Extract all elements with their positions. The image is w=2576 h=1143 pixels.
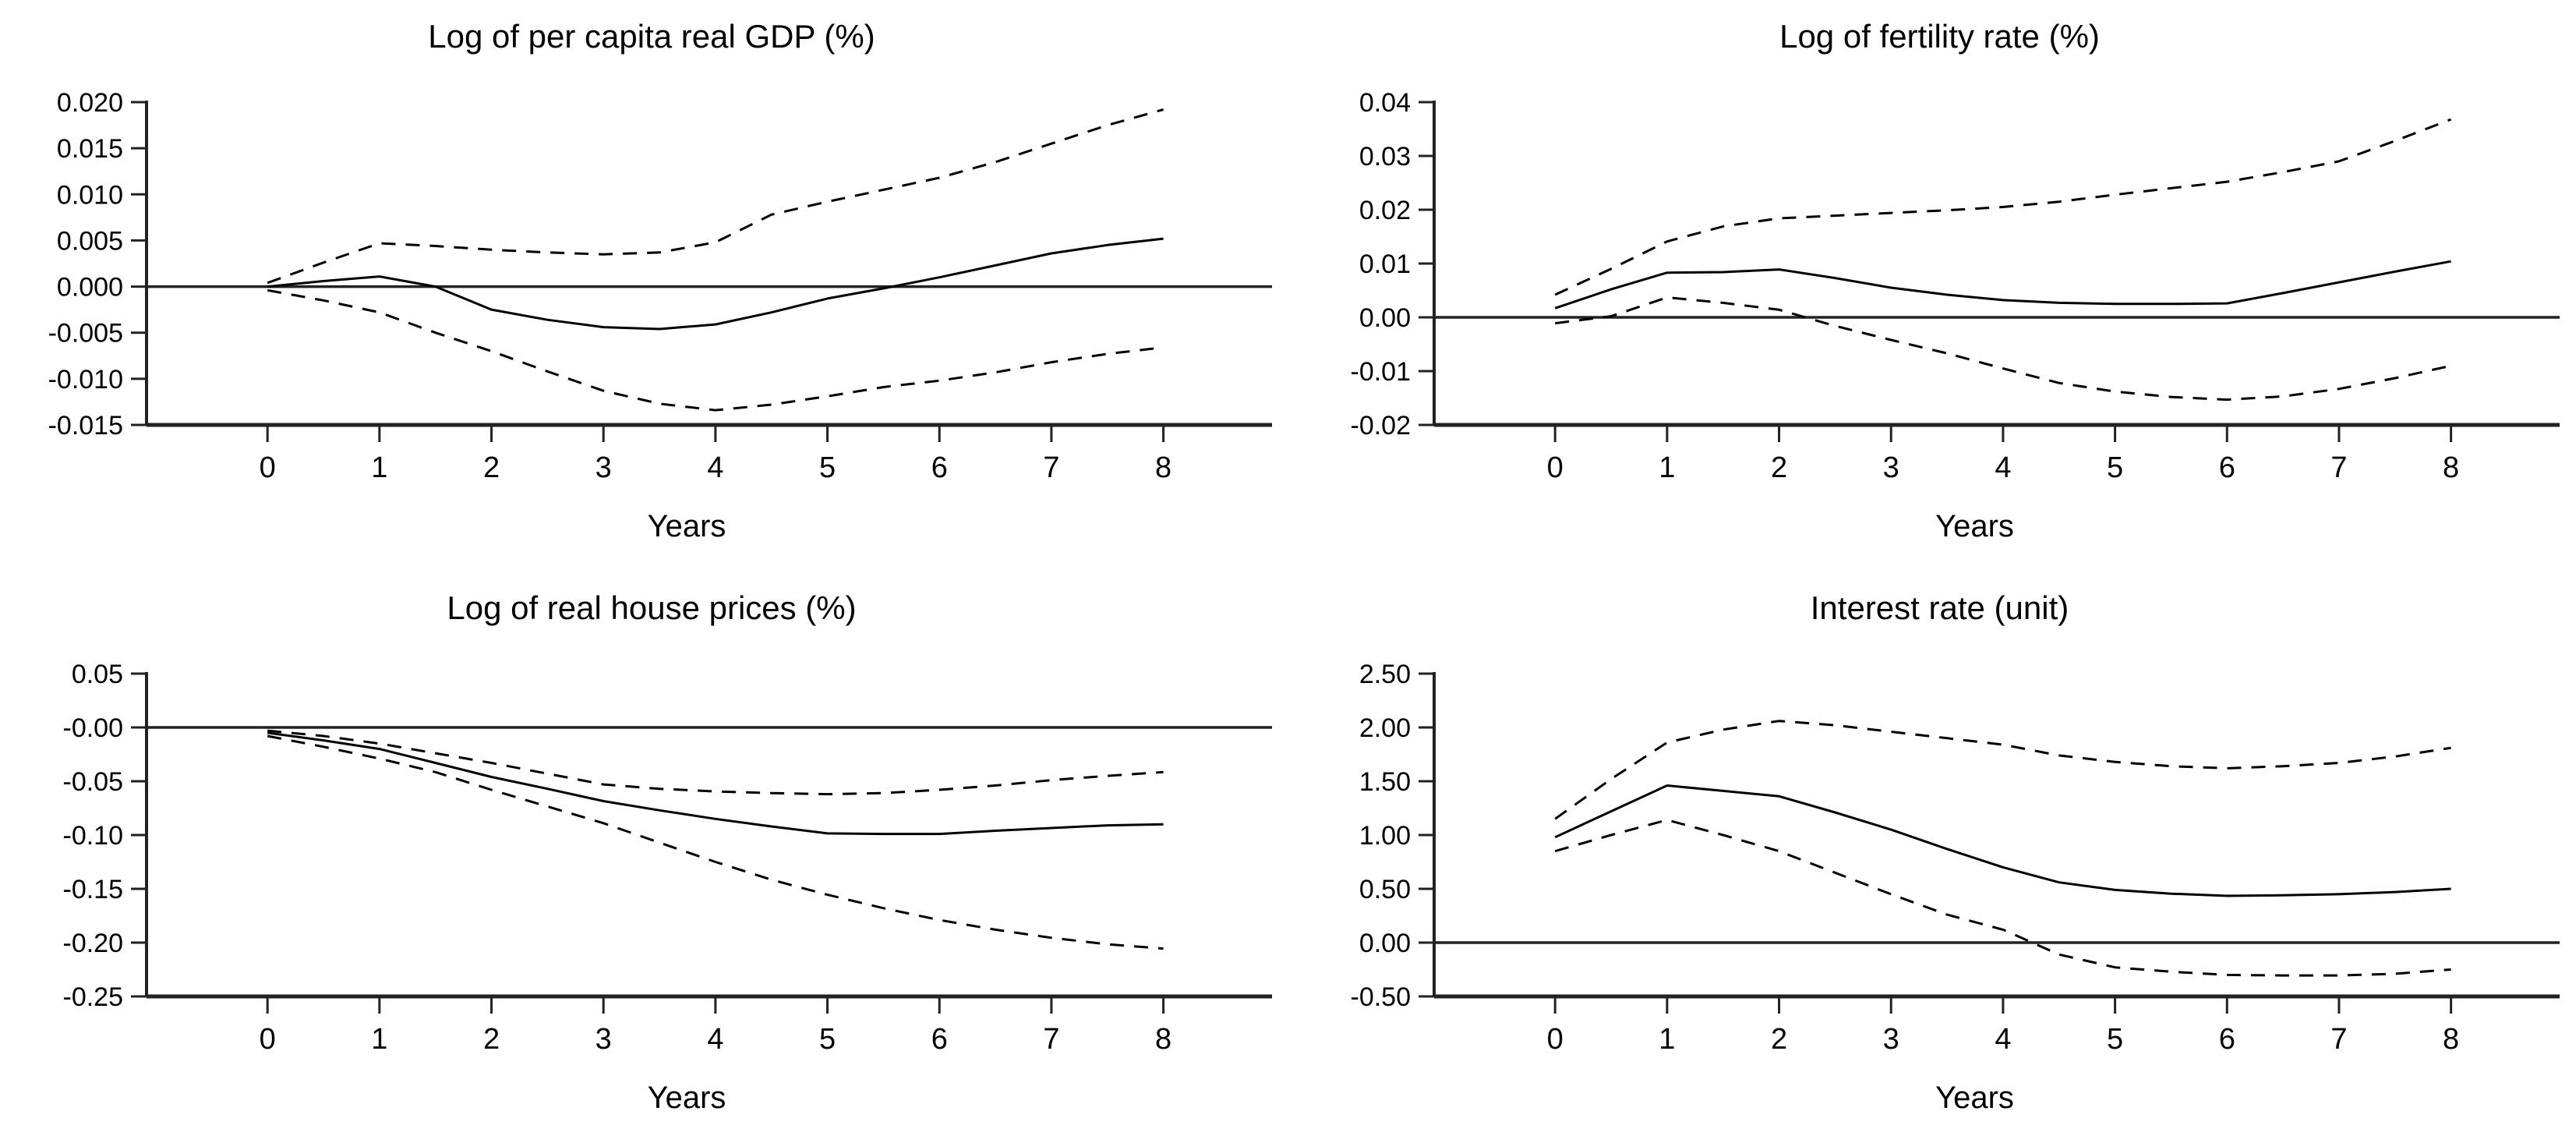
svg-text:-0.50: -0.50 (1351, 982, 1412, 1012)
interest-rate-plot: 2.50 2.00 1.50 1.00 0.50 0.00 -0.50 0 1 2 3 4 5 6 7 8 (1351, 660, 2560, 1056)
svg-text:0.01: 0.01 (1359, 249, 1411, 279)
svg-text:0: 0 (260, 1023, 276, 1056)
svg-text:5: 5 (2107, 451, 2123, 484)
svg-text:5: 5 (819, 1023, 836, 1056)
svg-text:3: 3 (595, 451, 612, 484)
svg-text:1: 1 (1659, 451, 1675, 484)
svg-text:0.00: 0.00 (1359, 303, 1411, 333)
panel-interest-rate: Interest rate (unit) 2.50 2.00 1.50 1.00 0.5… (1288, 572, 2576, 1143)
svg-text:2: 2 (483, 451, 500, 484)
svg-text:0.000: 0.000 (57, 273, 123, 303)
svg-text:1.50: 1.50 (1359, 767, 1411, 797)
svg-text:8: 8 (2443, 1023, 2459, 1056)
svg-text:-0.005: -0.005 (48, 319, 123, 349)
series-lower-band (267, 288, 1164, 412)
panel-title-interest-rate: Interest rate (unit) (1810, 589, 2069, 626)
panel-gdp: Log of per capita real GDP (%) 0.020 0.01… (0, 0, 1288, 572)
series-response (267, 237, 1164, 331)
svg-text:0.03: 0.03 (1359, 142, 1411, 172)
svg-text:-0.02: -0.02 (1351, 411, 1412, 441)
svg-text:2: 2 (483, 1023, 500, 1056)
svg-text:0.015: 0.015 (57, 134, 123, 164)
svg-text:4: 4 (1995, 451, 2011, 484)
svg-text:-0.10: -0.10 (63, 821, 124, 851)
svg-text:8: 8 (1155, 451, 1171, 484)
series-response (267, 731, 1164, 836)
svg-text:2.00: 2.00 (1359, 713, 1411, 743)
svg-text:6: 6 (931, 451, 948, 484)
x-axis-label-fertility: Years (1935, 509, 2014, 543)
svg-text:7: 7 (2330, 1023, 2347, 1056)
svg-text:0.02: 0.02 (1359, 196, 1411, 225)
svg-text:8: 8 (1155, 1023, 1171, 1056)
x-axis-label-interest-rate: Years (1935, 1081, 2014, 1115)
svg-text:0.020: 0.020 (57, 88, 123, 118)
svg-text:7: 7 (2330, 451, 2347, 484)
svg-text:6: 6 (931, 1023, 948, 1056)
house-prices-plot: 0.05 -0.00 -0.05 -0.10 -0.15 -0.20 -0.25 0 1 2 3 4 5… (63, 660, 1272, 1056)
panel-title-gdp: Log of per capita real GDP (%) (428, 18, 875, 55)
svg-text:4: 4 (1995, 1023, 2011, 1056)
series-upper-band (1554, 118, 2452, 296)
svg-text:2.50: 2.50 (1359, 660, 1411, 689)
svg-text:-0.05: -0.05 (63, 767, 124, 797)
svg-text:3: 3 (1883, 451, 1899, 484)
svg-text:4: 4 (707, 451, 723, 484)
panel-house-prices: Log of real house prices (%) 0.05 -0.00 -0… (0, 572, 1288, 1143)
svg-text:-0.015: -0.015 (48, 411, 123, 441)
panel-fertility: Log of fertility rate (%) 0.04 0.03 0.02 0.… (1288, 0, 2576, 572)
svg-text:1: 1 (371, 451, 387, 484)
svg-text:0.00: 0.00 (1359, 929, 1411, 958)
svg-text:6: 6 (2219, 451, 2235, 484)
svg-text:0.010: 0.010 (57, 180, 123, 210)
panel-title-house-prices: Log of real house prices (%) (447, 589, 857, 626)
svg-text:0.005: 0.005 (57, 226, 123, 256)
svg-text:0: 0 (1547, 451, 1564, 484)
svg-text:5: 5 (819, 451, 836, 484)
svg-text:0: 0 (260, 451, 276, 484)
svg-text:0: 0 (1547, 1023, 1564, 1056)
svg-text:7: 7 (1043, 1023, 1059, 1056)
series-upper-band (267, 108, 1164, 285)
svg-text:8: 8 (2443, 451, 2459, 484)
series-lower-band (267, 734, 1164, 950)
series-upper-band (267, 729, 1164, 796)
svg-text:3: 3 (1883, 1023, 1899, 1056)
svg-text:3: 3 (595, 1023, 612, 1056)
svg-text:0.50: 0.50 (1359, 875, 1411, 904)
gdp-plot: 0.020 0.015 0.010 0.005 0.000 -0.005 -0.010 -0.… (48, 88, 1272, 484)
svg-text:-0.00: -0.00 (63, 713, 124, 743)
x-axis-label-house-prices: Years (647, 1081, 726, 1115)
svg-text:7: 7 (1043, 451, 1059, 484)
fertility-plot: 0.04 0.03 0.02 0.01 0.00 -0.01 -0.02 0 1 2 3 4 5 6 7 8 (1351, 88, 2560, 484)
series-lower-band (1554, 819, 2451, 977)
svg-text:2: 2 (1771, 1023, 1787, 1056)
series-response (1554, 784, 2451, 897)
svg-text:5: 5 (2107, 1023, 2123, 1056)
svg-text:1: 1 (1659, 1023, 1675, 1056)
svg-text:6: 6 (2219, 1023, 2235, 1056)
svg-text:-0.01: -0.01 (1351, 357, 1412, 387)
svg-text:0.05: 0.05 (72, 660, 123, 689)
svg-text:4: 4 (707, 1023, 723, 1056)
svg-text:1: 1 (371, 1023, 387, 1056)
svg-text:1.00: 1.00 (1359, 821, 1411, 851)
svg-text:2: 2 (1771, 451, 1787, 484)
svg-text:-0.20: -0.20 (63, 929, 124, 958)
panel-title-fertility: Log of fertility rate (%) (1779, 18, 2100, 55)
series-response (1554, 260, 2451, 310)
series-upper-band (1554, 720, 2451, 820)
svg-text:-0.010: -0.010 (48, 365, 123, 395)
svg-text:0.04: 0.04 (1359, 88, 1411, 118)
svg-text:-0.15: -0.15 (63, 875, 124, 904)
svg-text:-0.25: -0.25 (63, 982, 124, 1012)
x-axis-label-gdp: Years (647, 509, 726, 543)
series-lower-band (1555, 296, 2451, 402)
